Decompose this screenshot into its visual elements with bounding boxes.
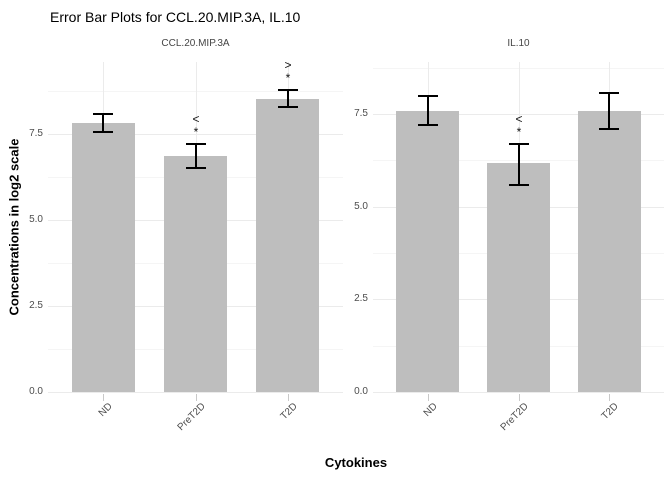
error-bar-cap-ND xyxy=(418,95,438,97)
y-tick-label-0.0: 0.0 xyxy=(354,386,368,397)
bar-T2D xyxy=(256,99,319,392)
error-bar-line-T2D xyxy=(287,90,289,107)
y-tick-label-0.0: 0.0 xyxy=(29,386,43,397)
x-axis-title: Cytokines xyxy=(324,455,388,470)
gridline-minor-y xyxy=(48,91,343,92)
error-bar-cap-ND xyxy=(93,113,113,115)
significance-symbol-PreT2D: < xyxy=(192,112,200,126)
gridline-major-y xyxy=(48,134,343,135)
error-bar-cap-PreT2D xyxy=(509,184,529,186)
x-tick-label-ND: ND xyxy=(96,401,115,419)
bar-T2D xyxy=(578,111,641,392)
error-bar-line-PreT2D xyxy=(195,144,197,168)
x-axis-tick-ND xyxy=(428,394,429,401)
chart-title: Error Bar Plots for CCL.20.MIP.3A, IL.10 xyxy=(50,9,301,25)
plot-panel-il10: ND < * PreT2D T2D 0.0 2.5 5.0 7.5 xyxy=(354,62,664,433)
gridline-minor-y xyxy=(373,68,664,69)
y-tick-label-7.5: 7.5 xyxy=(354,108,368,119)
error-bar-cap-PreT2D xyxy=(186,167,206,169)
error-bar-line-T2D xyxy=(608,93,610,129)
y-tick-label-5.0: 5.0 xyxy=(354,201,368,212)
y-tick-label-5.0: 5.0 xyxy=(29,214,43,225)
x-axis-tick-PreT2D xyxy=(196,394,197,401)
error-bar-line-ND xyxy=(427,96,429,125)
error-bar-cap-T2D xyxy=(278,89,298,91)
error-bar-line-PreT2D xyxy=(518,144,520,185)
y-tick-label-7.5: 7.5 xyxy=(29,128,43,139)
x-tick-label-ND: ND xyxy=(421,401,440,419)
x-tick-label-PreT2D: PreT2D xyxy=(175,401,208,434)
gridline-major-y xyxy=(373,392,664,393)
bar-ND xyxy=(72,123,135,392)
y-axis-title: Concentrations in log2 scale xyxy=(6,138,22,316)
significance-star-T2D: * xyxy=(285,71,291,85)
x-axis-tick-T2D xyxy=(288,394,289,401)
x-axis-tick-T2D xyxy=(609,394,610,401)
facet-label-ccl20mip3a: CCL.20.MIP.3A xyxy=(161,38,230,49)
x-tick-label-T2D: T2D xyxy=(599,401,621,423)
error-bar-line-ND xyxy=(102,114,104,132)
error-bar-cap-T2D xyxy=(278,106,298,108)
significance-symbol-PreT2D: < xyxy=(515,112,523,126)
x-axis-tick-ND xyxy=(103,394,104,401)
significance-star-PreT2D: * xyxy=(516,125,522,139)
error-bar-cap-ND xyxy=(418,124,438,126)
bar-PreT2D xyxy=(164,156,227,392)
error-bar-cap-T2D xyxy=(599,92,619,94)
error-bar-cap-PreT2D xyxy=(509,143,529,145)
significance-star-PreT2D: * xyxy=(193,125,199,139)
bar-PreT2D xyxy=(487,163,550,392)
facet-label-il10: IL.10 xyxy=(507,38,530,49)
gridline-major-y xyxy=(48,392,343,393)
error-bar-cap-T2D xyxy=(599,128,619,130)
y-tick-label-2.5: 2.5 xyxy=(29,300,43,311)
y-tick-label-2.5: 2.5 xyxy=(354,293,368,304)
x-tick-label-T2D: T2D xyxy=(278,401,300,423)
plot-panel-ccl20mip3a: ND < * PreT2D > * T2D 0.0 2.5 5.0 7.5 xyxy=(29,58,343,433)
x-tick-label-PreT2D: PreT2D xyxy=(498,401,531,434)
x-axis-tick-PreT2D xyxy=(519,394,520,401)
error-bar-cap-PreT2D xyxy=(186,143,206,145)
gridline-major-y xyxy=(373,114,664,115)
significance-symbol-T2D: > xyxy=(284,58,292,72)
bar-ND xyxy=(396,111,459,392)
error-bar-cap-ND xyxy=(93,131,113,133)
